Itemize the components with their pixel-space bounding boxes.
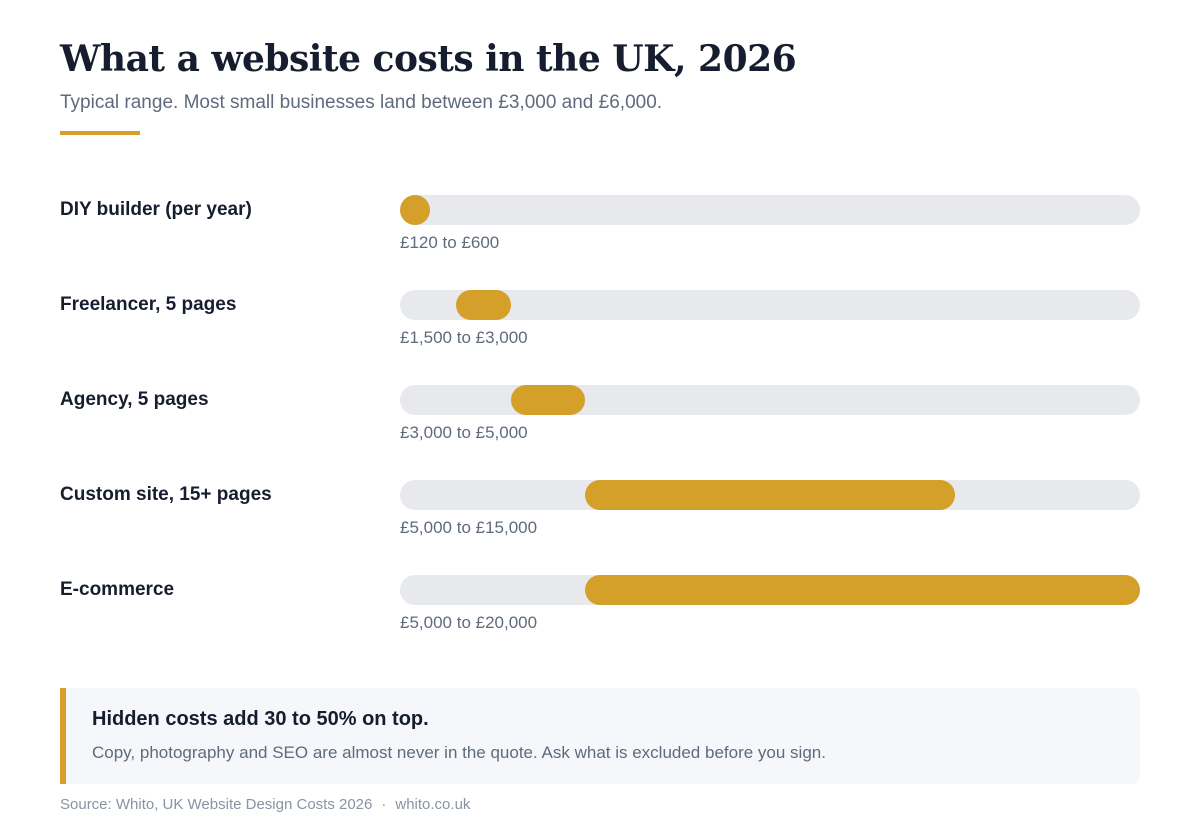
range-bar	[400, 195, 430, 225]
chart-subtitle: Typical range. Most small businesses lan…	[60, 92, 663, 113]
range-bar	[511, 385, 585, 415]
category-label: Agency, 5 pages	[60, 389, 209, 410]
range-track	[400, 480, 1140, 510]
chart-row: DIY builder (per year) £120 to £600	[0, 195, 1200, 265]
callout-accent-bar	[60, 688, 66, 784]
category-label: E-commerce	[60, 579, 175, 600]
chart-row: E-commerce £5,000 to £20,000	[0, 575, 1200, 645]
range-track	[400, 195, 1140, 225]
category-label: Custom site, 15+ pages	[60, 484, 272, 505]
callout-title: Hidden costs add 30 to 50% on top.	[92, 708, 429, 730]
source-site: whito.co.uk	[395, 796, 471, 813]
chart-row: Agency, 5 pages £3,000 to £5,000	[0, 385, 1200, 455]
range-bar	[585, 480, 955, 510]
category-label: Freelancer, 5 pages	[60, 294, 237, 315]
chart-title: What a website costs in the UK, 2026	[60, 38, 797, 80]
title-accent-rule	[60, 131, 140, 135]
range-track	[400, 385, 1140, 415]
range-bar	[585, 575, 1140, 605]
range-value-label: £5,000 to £20,000	[400, 613, 538, 632]
chart-row: Custom site, 15+ pages £5,000 to £15,000	[0, 480, 1200, 550]
range-value-label: £120 to £600	[400, 233, 500, 252]
source-text: Source: Whito, UK Website Design Costs 2…	[60, 796, 373, 813]
category-label: DIY builder (per year)	[60, 199, 252, 220]
range-track	[400, 290, 1140, 320]
chart-row: Freelancer, 5 pages £1,500 to £3,000	[0, 290, 1200, 360]
footer-separator: ·	[381, 796, 387, 813]
range-track	[400, 575, 1140, 605]
hidden-costs-callout: Hidden costs add 30 to 50% on top. Copy,…	[60, 688, 1140, 784]
range-value-label: £3,000 to £5,000	[400, 423, 528, 442]
range-value-label: £1,500 to £3,000	[400, 328, 528, 347]
range-value-label: £5,000 to £15,000	[400, 518, 538, 537]
source-footer: Source: Whito, UK Website Design Costs 2…	[60, 795, 470, 815]
callout-body: Copy, photography and SEO are almost nev…	[92, 743, 826, 762]
range-bar	[455, 290, 511, 320]
